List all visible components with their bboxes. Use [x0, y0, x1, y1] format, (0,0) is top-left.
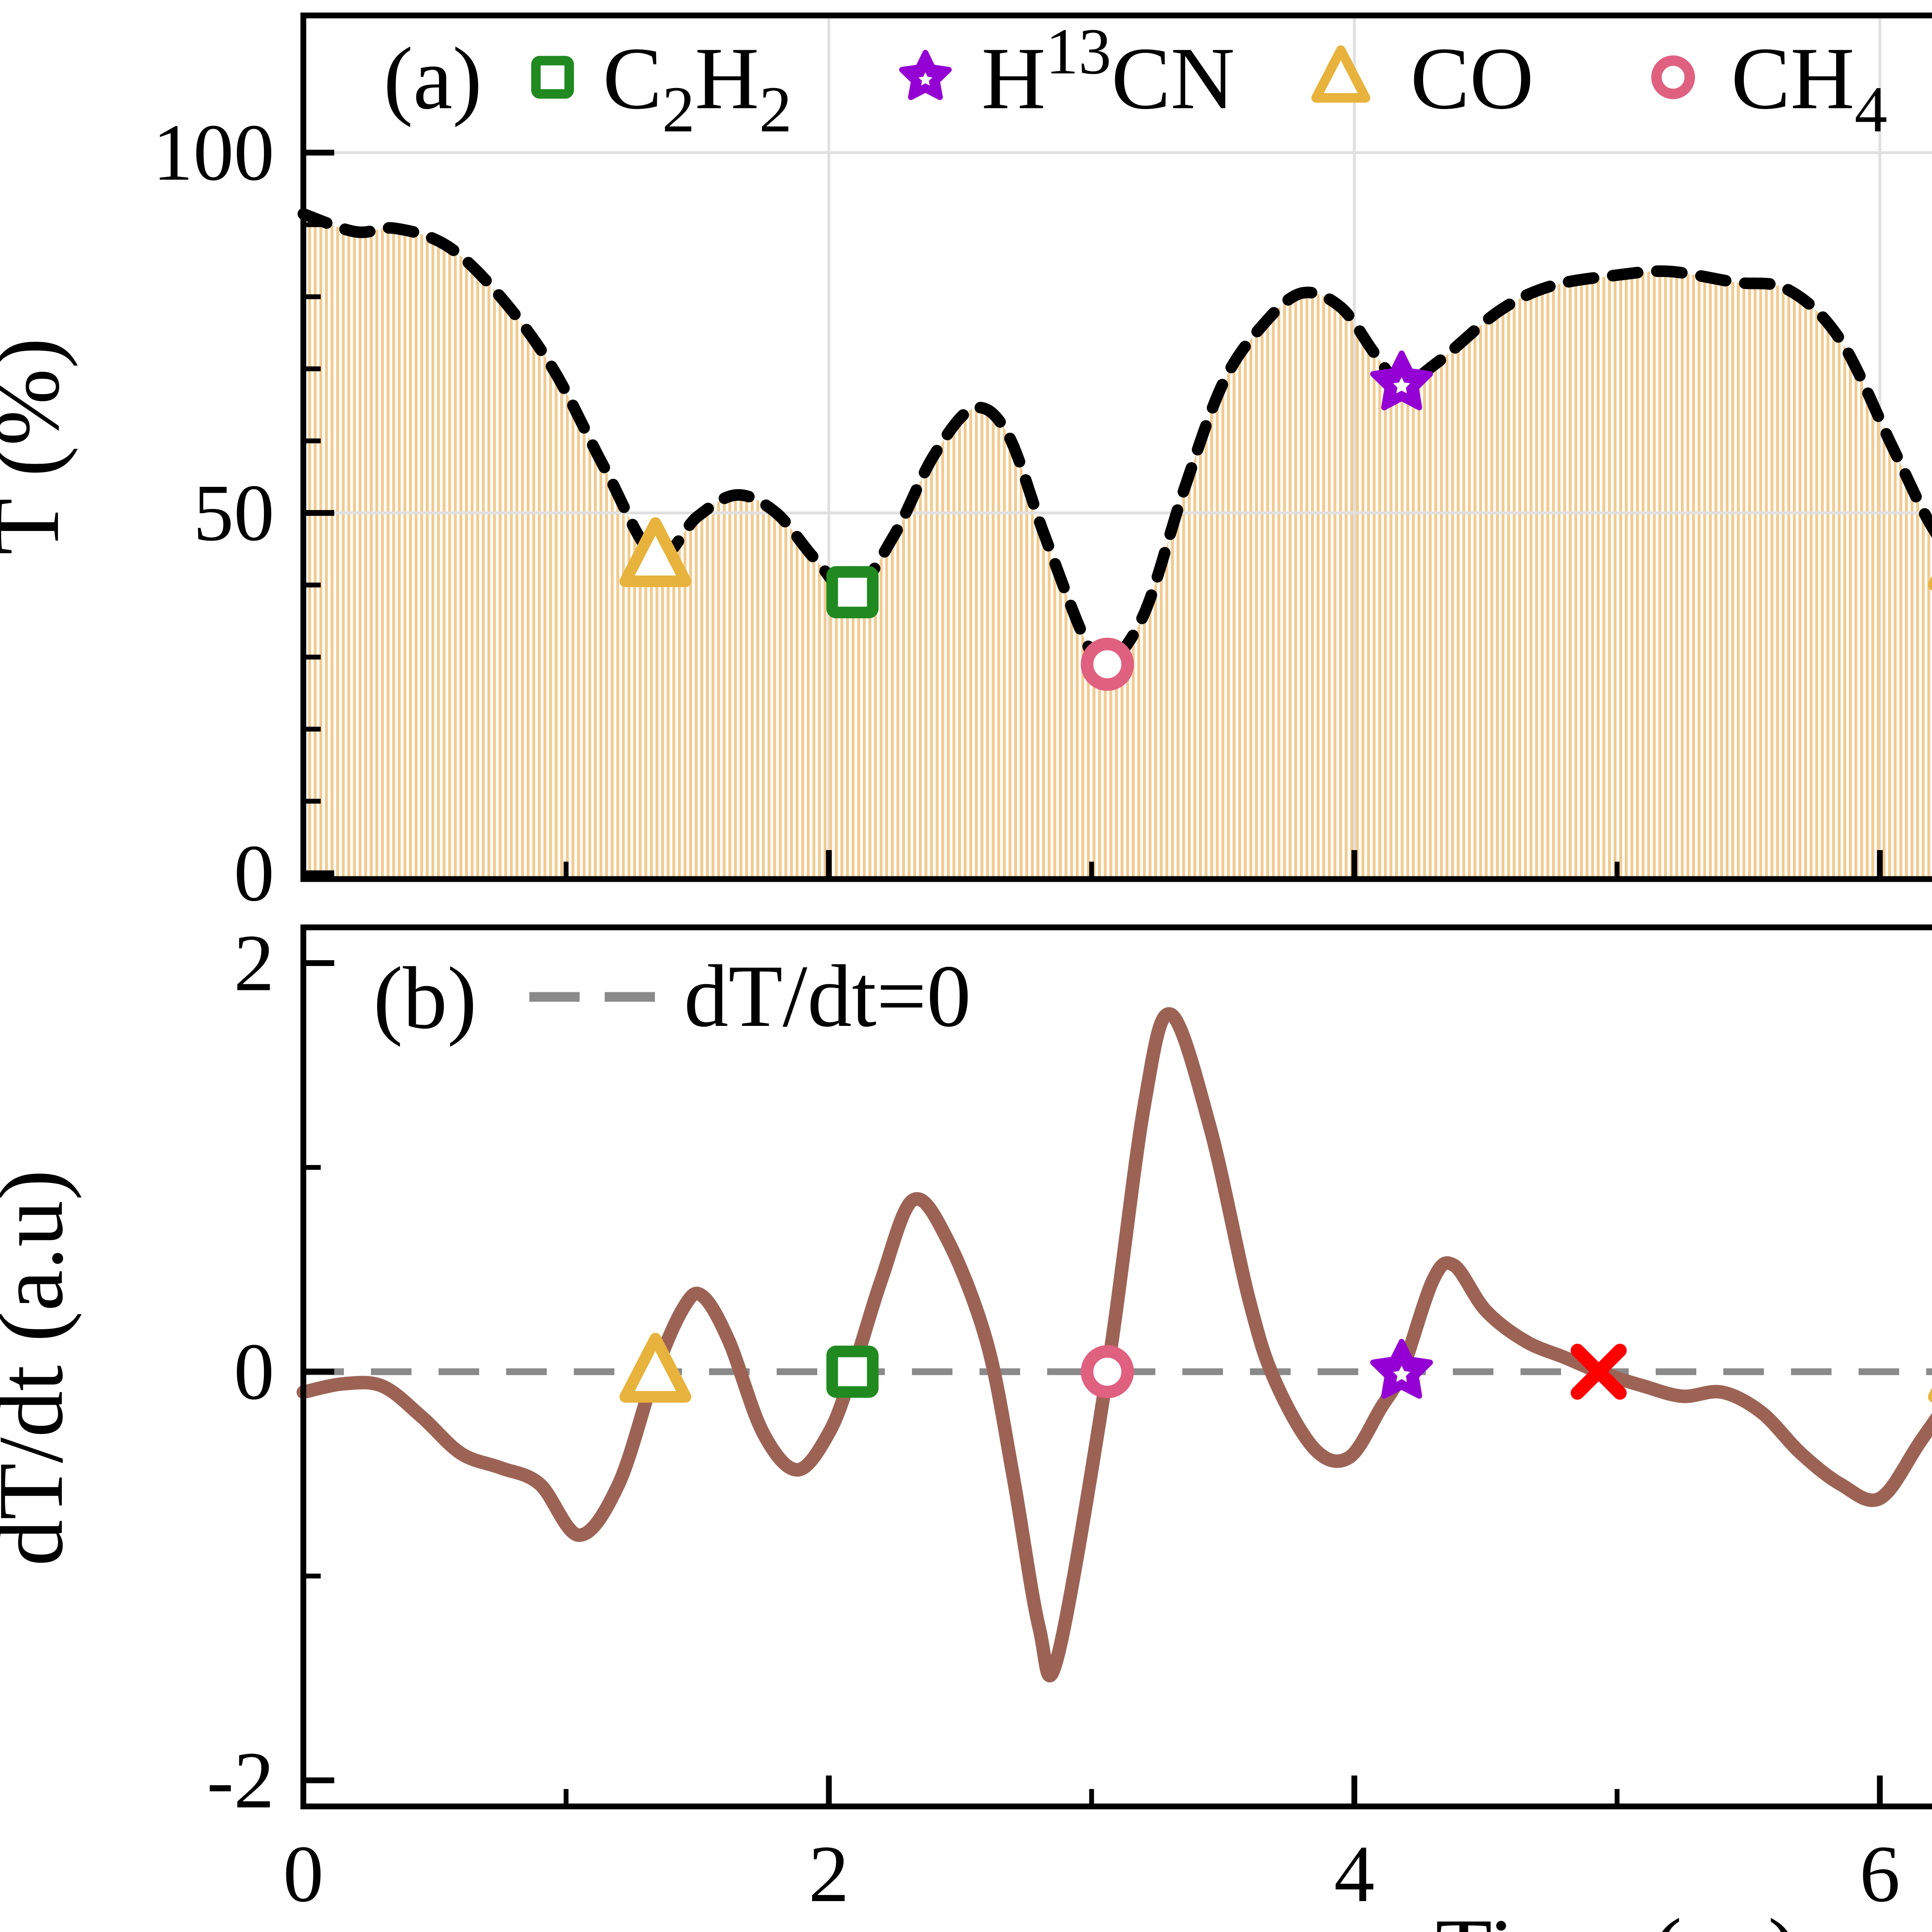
panel-b-ticks: [300, 960, 1883, 1806]
panel-a-legend-markers: [531, 45, 1695, 103]
panel-a: 0 50 100 (a) C2H2 H13CN CO CH4 T (%): [0, 12, 1932, 918]
y-tick-label: 0: [234, 1327, 274, 1417]
derivative-curve: [296, 1007, 1932, 1682]
x-tick-label: 0: [283, 1829, 324, 1919]
y-tick-label: -2: [207, 1736, 274, 1825]
legend-label-h13cn: H13CN: [981, 15, 1235, 128]
panel-b-ytick-labels: -2 0 2: [207, 918, 274, 1825]
panel-a-letter: (a): [383, 29, 482, 128]
panel-a-horizontal-gridlines: [303, 151, 1932, 515]
triangle-marker: [619, 1333, 692, 1403]
legend-label-dtdt0: dT/dt=0: [684, 947, 971, 1045]
legend-circle-icon: [1651, 55, 1695, 99]
square-marker: [826, 1345, 879, 1398]
panel-b-legend: (b) dT/dt=0: [373, 947, 971, 1047]
transmission-curve: [298, 208, 1932, 672]
panel-a-ticks: [300, 150, 1883, 879]
legend-star-icon-hole: [918, 72, 932, 86]
y-tick-label: 100: [153, 108, 274, 197]
derivative-line: [296, 1007, 1932, 1682]
panel-a-ytick-labels: 0 50 100: [153, 108, 274, 918]
x-tick-labels: 0246810: [283, 1829, 1900, 1919]
panel-a-legend: (a) C2H2 H13CN CO CH4: [383, 15, 1887, 146]
legend-label-c2h2: C2H2: [603, 29, 792, 146]
panel-a-y-axis-label: T (%): [0, 338, 78, 555]
circle-marker: [1081, 638, 1134, 691]
circle-marker: [1081, 1345, 1134, 1398]
panel-b-zero-crossing-markers: [619, 1333, 1932, 1403]
panel-a-species-markers: [619, 350, 1932, 691]
square-marker: [826, 566, 879, 619]
legend-square-icon: [531, 56, 574, 99]
y-tick-label: 2: [234, 918, 274, 1008]
panel-b: -202 0246810 (b) dT/dt=0 dT/dt (a.u) Tim…: [0, 918, 1932, 1932]
star-marker-hole: [1393, 1366, 1410, 1382]
panel-b-y-axis-label: dT/dt (a.u): [0, 1170, 82, 1566]
x-marker: [1570, 1344, 1627, 1400]
panel-b-letter: (b): [373, 949, 477, 1047]
x-tick-label: 2: [809, 1829, 849, 1919]
x-tick-label: 4: [1334, 1829, 1375, 1919]
legend-label-ch4: CH4: [1731, 29, 1888, 146]
y-tick-label: 0: [234, 828, 274, 918]
transmission-hatch-fill: [303, 214, 1932, 876]
x-tick-label: 6: [1860, 1829, 1900, 1919]
transmission-dashed-line: [298, 208, 1932, 672]
hatch-area: [303, 214, 1932, 876]
y-tick-label: 50: [193, 468, 274, 558]
legend-label-co: CO: [1410, 29, 1534, 128]
triangle-marker: [619, 517, 692, 587]
x-axis-label: Time (μs): [1435, 1900, 1799, 1932]
star-marker-hole: [1393, 377, 1410, 393]
legend-triangle-icon: [1311, 45, 1371, 103]
